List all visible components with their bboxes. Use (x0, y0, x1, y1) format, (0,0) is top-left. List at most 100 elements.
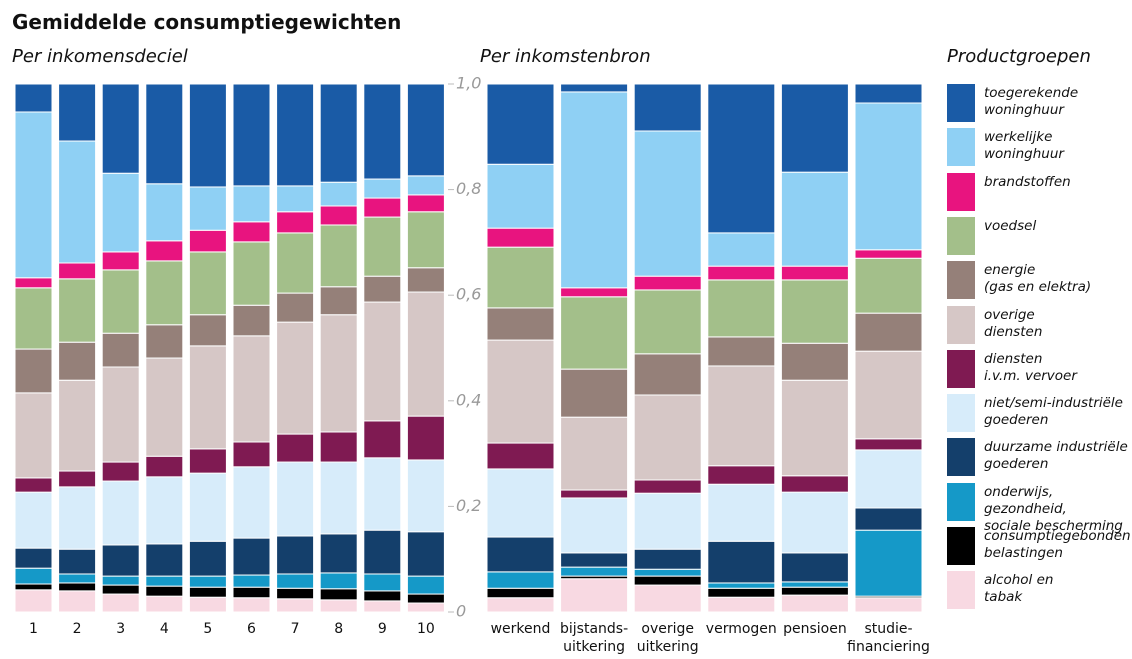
x-tick-label: bijstands- uitkering (560, 621, 629, 655)
bar-segment (58, 573, 97, 584)
bar-segment (633, 275, 702, 291)
bar-segment (101, 593, 140, 613)
bar-segment (232, 185, 271, 223)
bar-segment (854, 597, 923, 613)
bar-segment (363, 457, 402, 531)
bar-segment (854, 83, 923, 104)
legend-label: duurzame industriële goederen (984, 439, 1128, 473)
bar-segment (707, 483, 776, 542)
bar-segment (58, 83, 97, 142)
bar-segment (486, 339, 555, 444)
bar-segment (14, 589, 53, 613)
x-tick-label: 7 (290, 621, 300, 637)
legend-label: toegerekende woninghuur (984, 85, 1079, 118)
legend-title: Productgroepen (947, 46, 1091, 67)
bar-segment (780, 379, 849, 477)
bar-segment (232, 597, 271, 613)
bar-segment (319, 461, 358, 535)
bar-segment (276, 587, 315, 600)
bar-segment (145, 260, 184, 326)
bar-segment (406, 459, 445, 533)
bar-segment (363, 590, 402, 602)
bar-segment (854, 438, 923, 451)
x-tick-label: 8 (334, 621, 344, 637)
legend-label: onderwijs, gezondheid, sociale beschermi… (984, 483, 1123, 534)
bar-segment (780, 586, 849, 596)
legend-swatch (947, 128, 975, 167)
y-tick-label: 0,8 (456, 179, 481, 198)
bar-segment (232, 441, 271, 468)
bar-segment (58, 278, 97, 343)
bar-segment (319, 588, 358, 601)
bar-segment (707, 279, 776, 338)
bar-segment (486, 227, 555, 248)
bar-segment (854, 529, 923, 597)
bar-segment (486, 83, 555, 165)
bar-segment (276, 292, 315, 323)
bar-segment (58, 379, 97, 472)
y-tick-label: 1,0 (456, 74, 481, 93)
bar-segment (188, 229, 227, 253)
bar-segment (486, 468, 555, 538)
bar-segment (58, 262, 97, 280)
panel-subtitle: Per inkomstenbron (480, 46, 651, 67)
bar-segment (188, 540, 227, 577)
legend-swatch (947, 349, 975, 388)
y-tick-label: 0,2 (456, 496, 481, 515)
bar-segment (145, 476, 184, 545)
bar-segment (145, 543, 184, 577)
bar-segment (58, 486, 97, 550)
y-tick-label: 0 (456, 602, 466, 621)
bar-segment (363, 573, 402, 592)
bar-segment (101, 575, 140, 586)
bar-segment (188, 472, 227, 542)
bar-segment (145, 455, 184, 478)
bar-segment (188, 83, 227, 188)
bar-segment (707, 587, 776, 598)
bar-segment (633, 575, 702, 586)
bar-segment (58, 470, 97, 488)
bar-segment (58, 590, 97, 613)
bar-segment (854, 102, 923, 251)
legend-label: alcohol en tabak (984, 572, 1054, 606)
bar-segment (780, 279, 849, 344)
bar-segment (188, 596, 227, 613)
bar-segment (707, 232, 776, 267)
bar-segment (101, 461, 140, 482)
bar-segment (633, 394, 702, 481)
bar-segment (560, 497, 629, 554)
bar-segment (319, 83, 358, 183)
bar-segment (363, 178, 402, 199)
bar-segment (406, 593, 445, 604)
bar-segment (188, 251, 227, 316)
bar-segment (560, 578, 629, 613)
bar-segment (486, 571, 555, 589)
bar-segment (58, 548, 97, 575)
bar-segment (633, 353, 702, 396)
bar-segment (406, 602, 445, 613)
x-tick-label: 1 (29, 621, 38, 637)
bar-segment (780, 552, 849, 583)
bar-segment (486, 597, 555, 613)
bar-segment (232, 586, 271, 599)
bar-segment (188, 586, 227, 598)
x-tick-label: 9 (377, 621, 387, 637)
bar-segment (560, 566, 629, 577)
bar-segment (363, 600, 402, 613)
bar-segment (633, 289, 702, 355)
bar-segment (14, 392, 53, 479)
bar-segment (276, 321, 315, 435)
bar-segment (188, 345, 227, 450)
bar-segment (58, 582, 97, 592)
bar-segment (633, 492, 702, 550)
x-tick-label: 4 (159, 621, 169, 637)
bar-segment (101, 172, 140, 253)
bar-segment (707, 582, 776, 589)
bar-segment (633, 83, 702, 132)
legend-swatch (947, 216, 975, 255)
bar-segment (319, 205, 358, 226)
bar-segment (319, 314, 358, 433)
bar-segment (406, 83, 445, 177)
bar-segment (363, 275, 402, 303)
